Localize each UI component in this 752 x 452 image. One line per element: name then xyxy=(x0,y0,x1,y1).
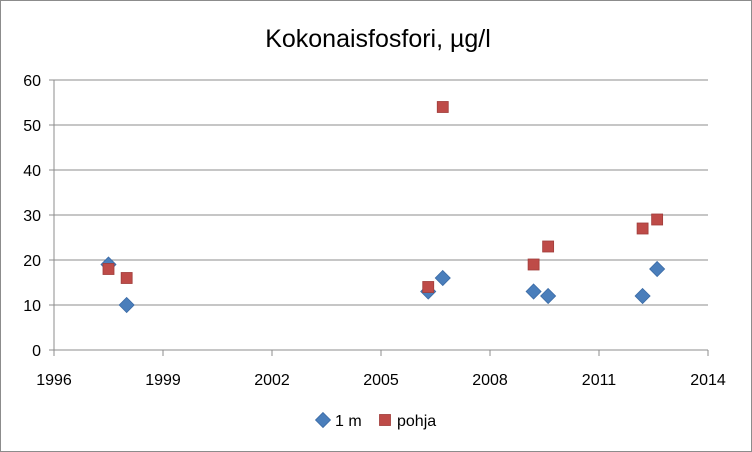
x-tick-label-2: 2002 xyxy=(254,372,290,389)
x-tick-labels: 1996 1999 2002 2005 2008 2011 2014 xyxy=(36,372,726,389)
y-tick-labels: 0 10 20 30 40 50 60 xyxy=(23,73,41,360)
point-square-1-1 xyxy=(120,272,133,284)
point-diamond-0-5 xyxy=(540,287,557,305)
y-tick-label-2: 20 xyxy=(23,253,41,270)
data-points xyxy=(100,101,666,314)
point-diamond-0-1 xyxy=(118,296,135,314)
x-tick-label-1: 1999 xyxy=(145,372,181,389)
x-tick-label-0: 1996 xyxy=(36,372,72,389)
axes xyxy=(49,79,709,356)
point-square-1-2 xyxy=(422,281,435,293)
point-square-1-4 xyxy=(527,258,540,271)
y-tick-label-3: 30 xyxy=(23,208,41,225)
point-diamond-0-6 xyxy=(634,287,651,305)
y-tick-label-0: 0 xyxy=(32,343,41,360)
x-tick-label-4: 2008 xyxy=(472,372,508,389)
gridlines xyxy=(54,79,708,306)
point-square-1-5 xyxy=(542,240,555,253)
x-tick-label-6: 2014 xyxy=(690,372,726,389)
legend-label-1: pohja xyxy=(397,413,436,430)
point-diamond-0-3 xyxy=(434,269,451,287)
x-tick-label-3: 2005 xyxy=(363,372,399,389)
legend-marker-0 xyxy=(314,411,332,429)
x-tick-label-5: 2011 xyxy=(582,372,617,389)
y-tick-label-1: 10 xyxy=(23,298,41,315)
y-tick-label-5: 50 xyxy=(23,118,41,135)
point-square-1-0 xyxy=(102,263,115,275)
chart-title: Kokonaisfosfori, µg/l xyxy=(265,25,491,53)
legend: 1 m pohja xyxy=(314,411,436,430)
legend-marker-1 xyxy=(379,414,391,426)
point-square-1-7 xyxy=(651,213,664,226)
y-tick-label-4: 40 xyxy=(23,163,41,180)
legend-label-0: 1 m xyxy=(335,413,362,430)
point-square-1-6 xyxy=(636,222,649,235)
point-diamond-0-7 xyxy=(649,260,666,278)
point-diamond-0-4 xyxy=(525,283,542,300)
y-tick-label-6: 60 xyxy=(23,73,41,90)
point-square-1-3 xyxy=(436,101,449,113)
